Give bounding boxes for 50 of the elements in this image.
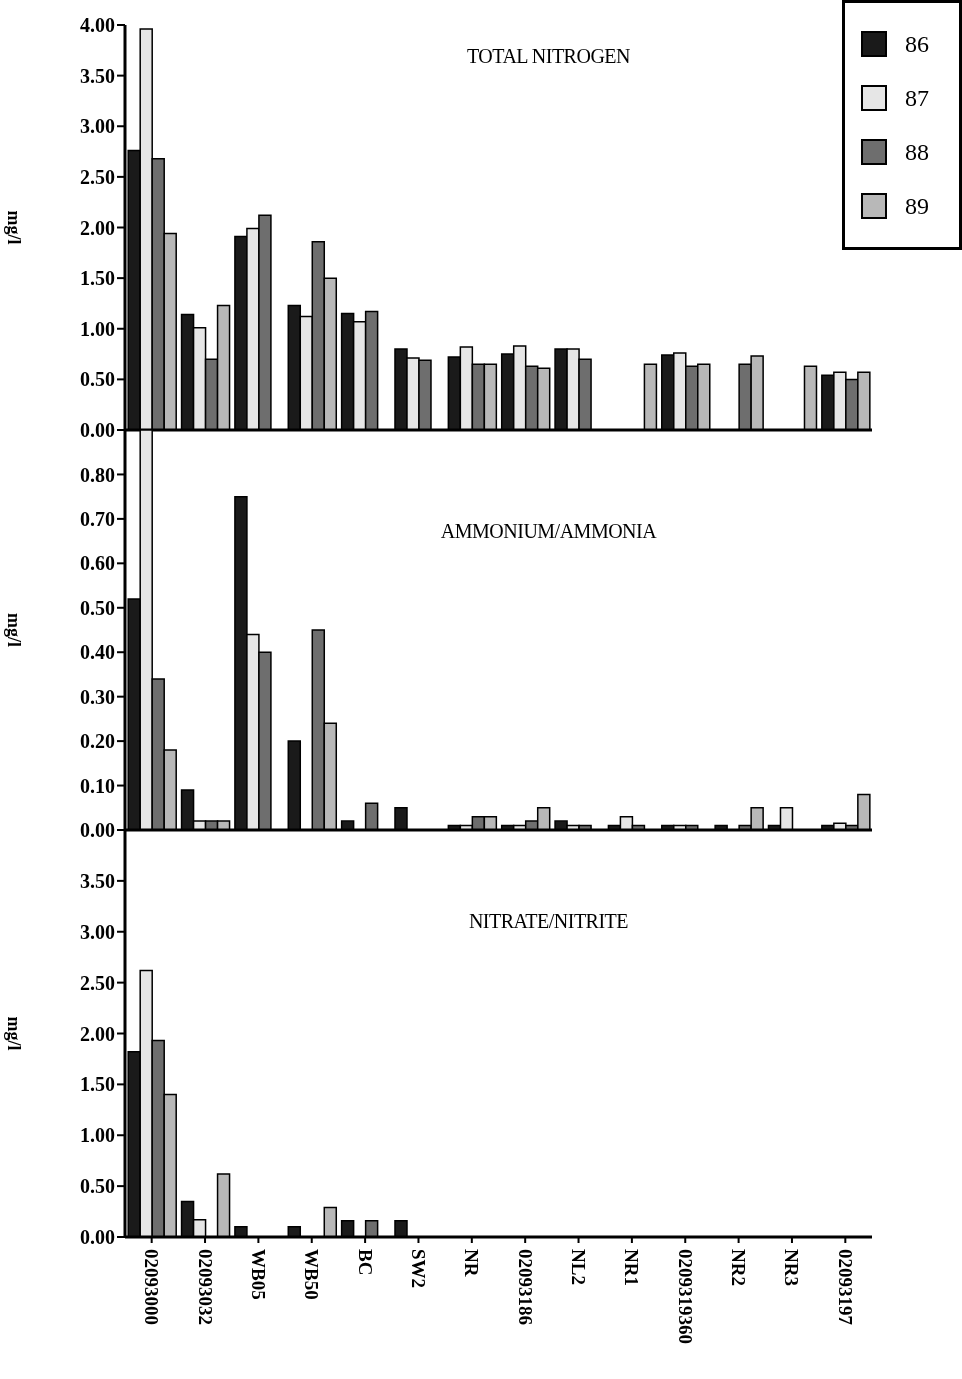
y-tick-label: 1.50 <box>80 267 115 290</box>
y-tick-label: 1.50 <box>80 1073 115 1096</box>
y-tick-label: 0.00 <box>80 419 115 442</box>
x-tick-label: 02093197 <box>834 1249 856 1326</box>
y-axis-title: mg/l <box>3 1016 24 1051</box>
y-tick-label: 2.00 <box>80 216 115 239</box>
y-tick-label: 3.50 <box>80 64 115 87</box>
y-tick-label: 0.40 <box>80 641 115 664</box>
y-tick-label: 0.00 <box>80 1226 115 1249</box>
y-tick-label: 0.50 <box>80 596 115 619</box>
y-tick-label: 2.00 <box>80 1022 115 1045</box>
y-tick-label: 4.00 <box>80 14 115 37</box>
y-tick-label: 1.00 <box>80 317 115 340</box>
x-tick-label: 02093032 <box>194 1249 216 1325</box>
x-tick-label: NL2 <box>568 1249 590 1285</box>
legend-label: 89 <box>905 192 929 220</box>
x-tick-label: NR1 <box>621 1249 643 1286</box>
y-tick-label: 3.00 <box>80 115 115 138</box>
y-tick-label: 1.00 <box>80 1124 115 1147</box>
y-tick-label: 0.20 <box>80 730 115 753</box>
x-tick-label: NR2 <box>728 1249 750 1286</box>
legend-label: 86 <box>905 30 929 58</box>
x-tick-label: 0209319360 <box>674 1249 696 1344</box>
y-tick-label: 0.10 <box>80 774 115 797</box>
text: AMMONIUM/AMMONIA <box>439 520 658 543</box>
text: TOTAL NITROGEN <box>466 45 631 67</box>
y-tick-label: 0.50 <box>80 1175 115 1198</box>
x-tick-label: WB05 <box>247 1249 269 1300</box>
y-tick-label: 0.50 <box>80 368 115 391</box>
legend-label: 88 <box>905 138 929 166</box>
y-tick-label: 0.60 <box>80 552 115 575</box>
y-tick-label: 0.00 <box>80 819 115 842</box>
x-tick-label: 02093000 <box>141 1249 163 1325</box>
y-tick-label: 0.30 <box>80 685 115 708</box>
y-tick-label: 3.50 <box>80 869 115 892</box>
text: NITRATE/NITRITE <box>467 910 630 933</box>
y-tick-label: 2.50 <box>80 971 115 994</box>
x-tick-label: SW2 <box>407 1249 429 1289</box>
x-tick-label: WB50 <box>301 1249 323 1300</box>
y-tick-label: 2.50 <box>80 165 115 188</box>
y-tick-label: 0.80 <box>80 463 115 486</box>
y-axis-title: mg/l <box>3 210 24 245</box>
y-axis-title: mg/l <box>3 613 24 647</box>
x-tick-label: NR3 <box>781 1249 803 1286</box>
x-tick-label: BC <box>354 1249 376 1276</box>
x-tick-label: NR <box>461 1249 483 1277</box>
legend-label: 87 <box>905 84 929 112</box>
y-tick-label: 3.00 <box>80 920 115 943</box>
y-tick-label: 0.70 <box>80 507 115 530</box>
x-tick-label: 02093186 <box>514 1249 536 1325</box>
